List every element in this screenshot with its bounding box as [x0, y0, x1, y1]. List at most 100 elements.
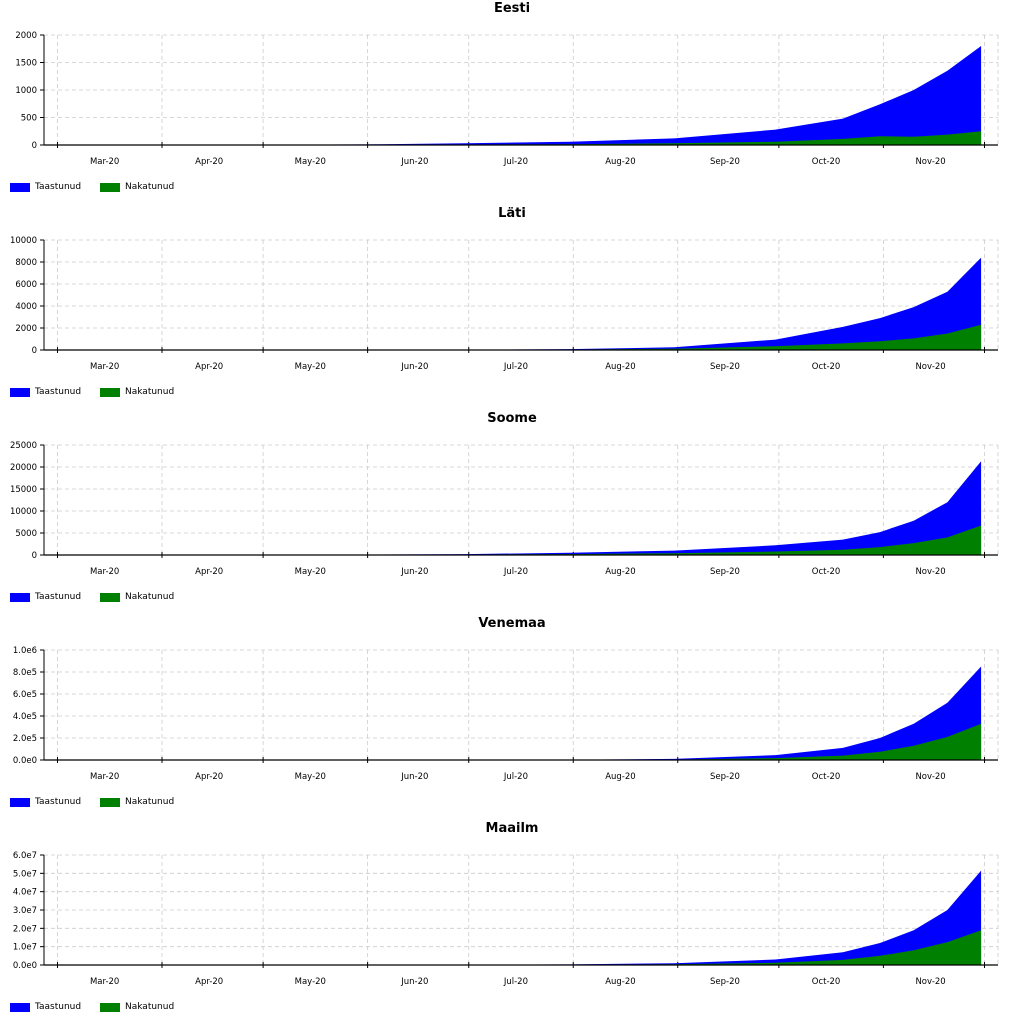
y-tick-label: 0 [32, 551, 37, 561]
chart-svg: 0 500 1000 1500 2000 Mar-20 Apr-20 May-20 Jun-20… [15, 31, 999, 167]
legend-swatch-recovered [10, 183, 30, 192]
legend-swatch-infected [100, 798, 120, 807]
x-tick-label: Oct-20 [812, 567, 841, 577]
x-tick-label: Jun-20 [400, 977, 428, 987]
legend-label-recovered: Taastunud [35, 592, 82, 602]
x-tick-label: Jul-20 [503, 772, 528, 782]
x-tick-label: Mar-20 [90, 977, 119, 987]
x-tick-label: Aug-20 [605, 362, 635, 372]
x-tick-label: Apr-20 [195, 977, 223, 987]
y-tick-label: 0 [32, 346, 37, 356]
legend-label-recovered: Taastunud [35, 797, 82, 807]
x-tick-label: Aug-20 [605, 772, 635, 782]
x-tick-label: Jun-20 [400, 362, 428, 372]
chart-svg: 0.0e0 1.0e7 2.0e7 3.0e7 4.0e7 5.0e7 6.0e7 Mar-2… [13, 851, 999, 987]
x-tick-label: May-20 [295, 567, 326, 577]
series-area-infected [44, 930, 982, 965]
y-tick-label: 5.0e7 [13, 869, 37, 879]
x-tick-label: Oct-20 [812, 977, 841, 987]
legend-swatch-recovered [10, 593, 30, 602]
y-tick-label: 1000 [15, 86, 37, 96]
x-tick-label: Oct-20 [812, 157, 841, 167]
y-tick-label: 1.0e7 [13, 943, 37, 953]
legend-swatch-infected [100, 388, 120, 397]
x-tick-label: Sep-20 [710, 567, 740, 577]
legend-label-infected: Nakatunud [125, 592, 175, 602]
y-tick-label: 25000 [10, 441, 37, 451]
chart-svg: 0 5000 10000 15000 20000 25000 Mar-20 Apr-20 May… [10, 441, 999, 577]
y-tick-label: 0 [32, 141, 37, 151]
y-tick-label: 4000 [15, 302, 37, 312]
y-tick-label: 8.0e5 [13, 668, 37, 678]
legend-swatch-infected [100, 183, 120, 192]
y-tick-label: 4.0e7 [13, 888, 37, 898]
y-tick-label: 1500 [15, 59, 37, 69]
chart-title: Maailm [485, 821, 539, 836]
series-area-recovered [44, 666, 982, 760]
series-area-recovered [44, 257, 982, 350]
legend-label-infected: Nakatunud [125, 1002, 175, 1012]
x-tick-label: Jun-20 [400, 157, 428, 167]
legend-label-infected: Nakatunud [125, 387, 175, 397]
y-tick-label: 0.0e0 [13, 961, 37, 971]
y-tick-label: 3.0e7 [13, 906, 37, 916]
x-tick-label: Mar-20 [90, 567, 119, 577]
x-tick-label: Nov-20 [915, 772, 945, 782]
legend-label-recovered: Taastunud [35, 387, 82, 397]
chart-panel: Venemaa 0.0e0 2.0e5 4.0e5 6.0e5 8.0e5 1.0e6 Mar… [0, 615, 1024, 820]
x-tick-label: Jul-20 [503, 157, 528, 167]
x-tick-label: Apr-20 [195, 362, 223, 372]
legend-label-infected: Nakatunud [125, 182, 175, 192]
series-area-infected [44, 525, 982, 555]
x-tick-label: Mar-20 [90, 772, 119, 782]
chart-svg: 0.0e0 2.0e5 4.0e5 6.0e5 8.0e5 1.0e6 Mar-20 Apr-… [13, 646, 999, 782]
y-tick-label: 2.0e5 [13, 734, 37, 744]
chart-panel: Soome 0 5000 10000 15000 20000 25000 Mar-20 Apr-… [0, 410, 1024, 615]
legend-label-recovered: Taastunud [35, 1002, 82, 1012]
legend-swatch-infected [100, 593, 120, 602]
x-tick-label: Aug-20 [605, 567, 635, 577]
y-tick-label: 10000 [10, 236, 37, 246]
series-area-infected [44, 324, 982, 350]
y-tick-label: 8000 [15, 258, 37, 268]
x-tick-label: Aug-20 [605, 977, 635, 987]
x-tick-label: Jul-20 [503, 977, 528, 987]
x-tick-label: Apr-20 [195, 772, 223, 782]
legend-swatch-recovered [10, 388, 30, 397]
x-tick-label: Apr-20 [195, 157, 223, 167]
series-area-recovered [44, 870, 982, 965]
x-tick-label: Aug-20 [605, 157, 635, 167]
y-tick-label: 20000 [10, 463, 37, 473]
y-tick-label: 6000 [15, 280, 37, 290]
x-tick-label: Apr-20 [195, 567, 223, 577]
x-tick-label: May-20 [295, 977, 326, 987]
x-tick-label: Nov-20 [915, 567, 945, 577]
series-area-recovered [44, 46, 982, 145]
series-area-infected [44, 131, 982, 145]
chart-title: Eesti [493, 1, 531, 16]
y-tick-label: 6.0e5 [13, 690, 37, 700]
chart-title: Venemaa [478, 616, 546, 631]
y-tick-label: 5000 [15, 529, 37, 539]
x-tick-label: Jun-20 [400, 772, 428, 782]
legend-swatch-recovered [10, 1003, 30, 1012]
legend-swatch-recovered [10, 798, 30, 807]
x-tick-label: Nov-20 [915, 977, 945, 987]
y-tick-label: 0.0e0 [13, 756, 37, 766]
y-tick-label: 2000 [15, 324, 37, 334]
x-tick-label: Jun-20 [400, 567, 428, 577]
x-tick-label: Sep-20 [710, 772, 740, 782]
chart-panel: Eesti 0 500 1000 1500 2000 Mar-20 Apr-20 May-20 J… [0, 0, 1024, 205]
x-tick-label: Jul-20 [503, 567, 528, 577]
x-tick-label: Mar-20 [90, 157, 119, 167]
x-tick-label: Oct-20 [812, 362, 841, 372]
series-area-infected [44, 723, 982, 760]
legend-label-infected: Nakatunud [125, 797, 175, 807]
x-tick-label: Sep-20 [710, 362, 740, 372]
y-tick-label: 6.0e7 [13, 851, 37, 861]
chart-svg: 0 2000 4000 6000 8000 10000 Mar-20 Apr-20 May-20… [10, 236, 999, 372]
y-tick-label: 2.0e7 [13, 924, 37, 934]
y-tick-label: 1.0e6 [13, 646, 37, 656]
legend-swatch-infected [100, 1003, 120, 1012]
